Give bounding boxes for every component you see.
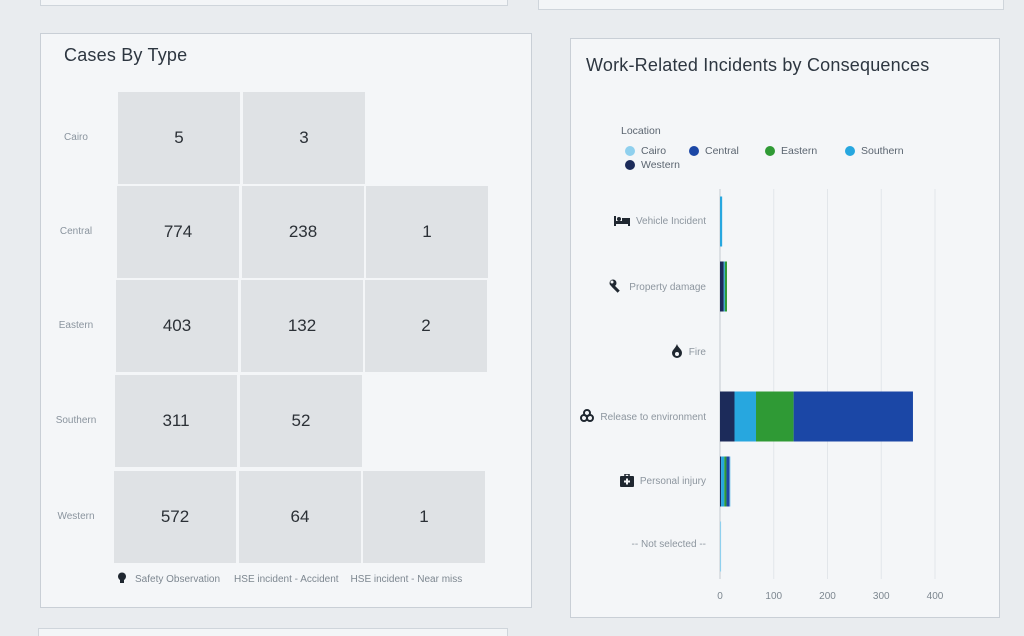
cell-southern-col1[interactable]: 311: [115, 375, 237, 467]
column-legend: Safety Observation HSE incident - Accide…: [117, 572, 462, 587]
top-right-card-fragment: [538, 0, 1004, 10]
category-text: Fire: [688, 346, 706, 358]
row-label-cairo: Cairo: [64, 132, 88, 143]
bar-personal-injury-central[interactable]: [726, 456, 730, 507]
bar-personal-injury-eastern[interactable]: [724, 456, 727, 507]
legend-title: Location: [621, 125, 661, 137]
legend-label-central: Central: [705, 145, 739, 157]
incidents-bar-chart: 0 100 200 300 400: [717, 189, 944, 602]
legend-item-central[interactable]: Central: [689, 145, 739, 157]
cell-western-col1[interactable]: 572: [114, 471, 236, 563]
wrench-icon: [609, 279, 623, 296]
legend-label-eastern: Eastern: [781, 145, 818, 157]
x-tick-200: 200: [819, 591, 836, 602]
category-label-2: Fire: [546, 343, 706, 361]
fire-icon: [671, 343, 683, 361]
x-tick-100: 100: [765, 591, 782, 602]
bar-release-to-environment-central[interactable]: [793, 391, 913, 442]
category-text: Property damage: [629, 281, 706, 293]
bottom-card-fragment: [38, 628, 508, 636]
bed-icon: [613, 214, 630, 229]
cell-eastern-col1[interactable]: 403: [116, 280, 238, 372]
column-label-near-miss: HSE incident - Near miss: [350, 574, 463, 585]
cell-cairo-col1[interactable]: 5: [118, 92, 240, 184]
bar-property-damage-eastern[interactable]: [724, 261, 727, 312]
legend-label-southern: Southern: [861, 145, 904, 157]
row-label-western: Western: [57, 511, 95, 522]
row-label-southern: Southern: [55, 415, 97, 426]
row-label-eastern: Eastern: [58, 320, 94, 331]
incidents-card-title: Work-Related Incidents by Consequences: [586, 55, 930, 75]
bar-personal-injury-western[interactable]: [720, 456, 722, 507]
column-label-safety-observation: Safety Observation: [135, 574, 221, 585]
bar-vehicle-incident-southern[interactable]: [720, 196, 723, 247]
cell-central-col2[interactable]: 238: [242, 186, 364, 278]
category-text: -- Not selected --: [631, 538, 706, 550]
legend-dot-western: [625, 160, 635, 170]
category-label-4: Personal injury: [546, 472, 706, 490]
category-text: Release to environment: [600, 411, 706, 423]
biohazard-icon: [580, 408, 595, 426]
legend-dot-eastern: [765, 146, 775, 156]
bar-personal-injury-southern[interactable]: [721, 456, 725, 507]
category-label-5: -- Not selected --: [546, 539, 706, 550]
category-label-3: Release to environment: [546, 408, 706, 426]
top-left-card-fragment: [40, 0, 508, 6]
legend-label-western: Western: [641, 159, 680, 171]
legend-item-cairo[interactable]: Cairo: [625, 145, 666, 157]
category-label-1: Property damage: [546, 279, 706, 296]
bar-property-damage-southern[interactable]: [723, 261, 725, 312]
cell-central-col3[interactable]: 1: [366, 186, 488, 278]
column-label-accident: HSE incident - Accident: [234, 574, 339, 585]
cell-southern-col2[interactable]: 52: [240, 375, 362, 467]
x-tick-300: 300: [873, 591, 890, 602]
first-aid-icon: [619, 472, 634, 490]
cell-cairo-col2[interactable]: 3: [243, 92, 365, 184]
row-label-central: Central: [59, 226, 93, 237]
category-text: Vehicle Incident: [635, 215, 706, 227]
cases-by-type-card: Cases By Type Cairo 5 3 Central 774 238 1 Easte…: [40, 33, 532, 608]
legend-dot-southern: [845, 146, 855, 156]
category-labels: Vehicle Incident Property damage Fire Relea…: [571, 39, 711, 617]
incidents-card: Work-Related Incidents by Consequences L…: [570, 38, 1000, 618]
legend-label-cairo: Cairo: [641, 145, 667, 157]
bar-release-to-environment-southern[interactable]: [734, 391, 757, 442]
lightbulb-icon: [117, 572, 127, 587]
bar--not-selected--cairo[interactable]: [720, 521, 722, 572]
cell-western-col3[interactable]: 1: [363, 471, 485, 563]
category-text: Personal injury: [639, 476, 706, 487]
cases-card-title: Cases By Type: [64, 45, 188, 65]
legend-item-western[interactable]: Western: [625, 159, 680, 171]
x-tick-0: 0: [717, 591, 723, 602]
cell-eastern-col3[interactable]: 2: [365, 280, 487, 372]
bar-release-to-environment-western[interactable]: [720, 391, 735, 442]
cell-central-col1[interactable]: 774: [117, 186, 239, 278]
legend-dot-central: [689, 146, 699, 156]
cell-western-col2[interactable]: 64: [239, 471, 361, 563]
category-label-0: Vehicle Incident: [546, 214, 706, 229]
legend-dot-cairo: [625, 146, 635, 156]
bar-personal-injury-cairo[interactable]: [729, 456, 731, 507]
legend-item-eastern[interactable]: Eastern: [765, 145, 817, 157]
legend-item-southern[interactable]: Southern: [845, 145, 904, 157]
x-tick-400: 400: [927, 591, 944, 602]
bar-property-damage-western[interactable]: [720, 261, 724, 312]
cell-eastern-col2[interactable]: 132: [241, 280, 363, 372]
bar-release-to-environment-eastern[interactable]: [756, 391, 794, 442]
